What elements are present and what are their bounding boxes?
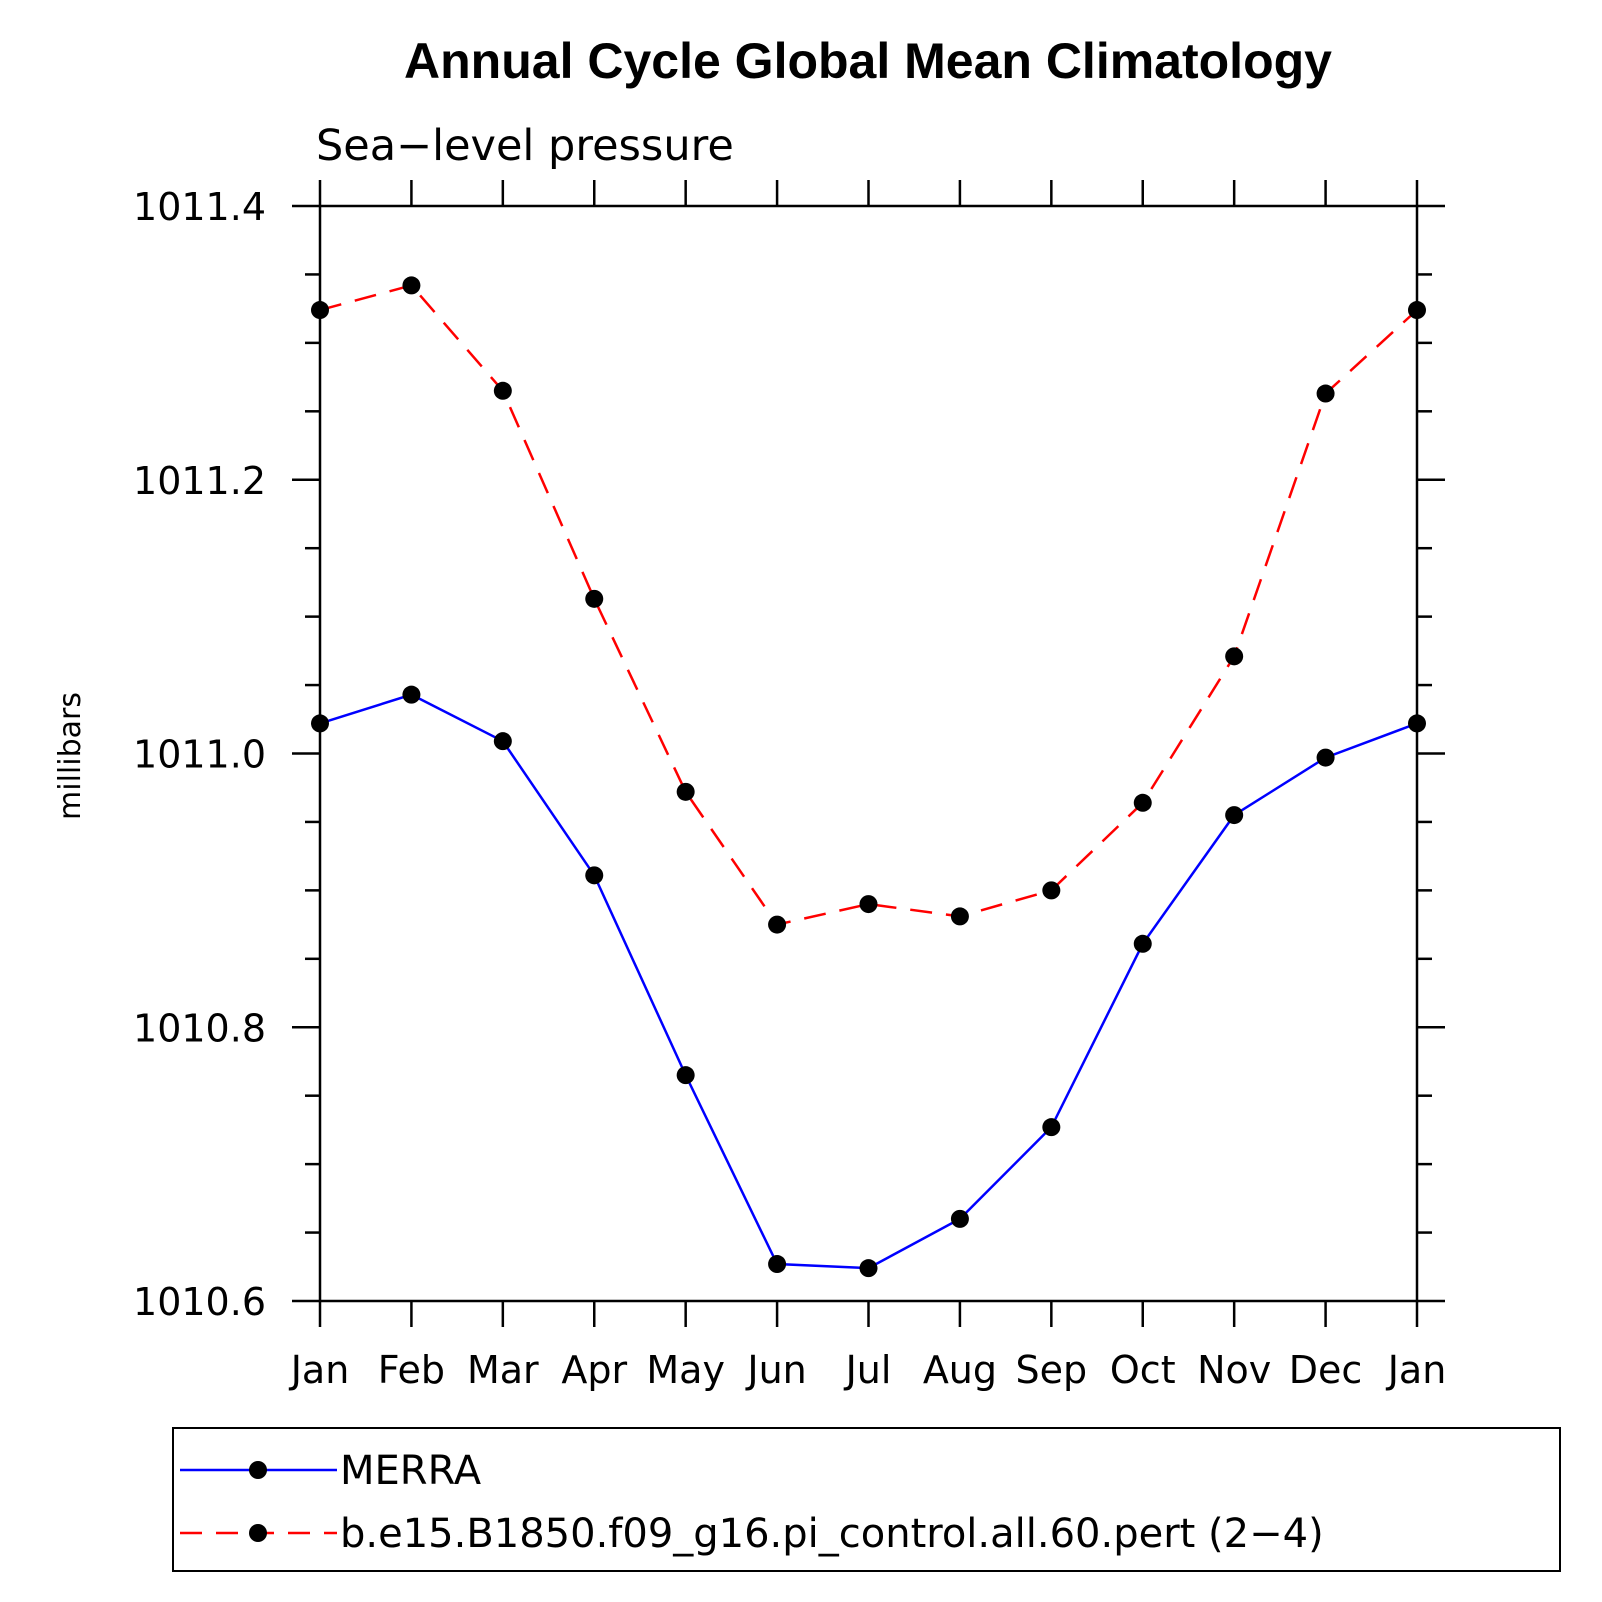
y-axis-label: millibars xyxy=(53,692,88,820)
x-tick-label: Dec xyxy=(1289,1348,1363,1392)
y-tick-label: 1010.6 xyxy=(133,1280,266,1324)
series-1 xyxy=(311,685,1426,1278)
data-point xyxy=(859,895,878,914)
data-point xyxy=(1133,793,1152,812)
data-point xyxy=(1042,881,1061,900)
series-2 xyxy=(311,276,1426,934)
data-point xyxy=(859,1259,878,1278)
data-point xyxy=(676,1066,695,1085)
x-tick-label: Aug xyxy=(923,1348,997,1392)
x-tick-label: Oct xyxy=(1110,1348,1176,1392)
data-point xyxy=(676,782,695,801)
series-layer xyxy=(311,276,1426,1278)
data-point xyxy=(950,1209,969,1228)
x-tick-label: Feb xyxy=(378,1348,445,1392)
data-point xyxy=(311,714,329,733)
x-tick-label: Jul xyxy=(844,1348,892,1392)
x-tick-label: Apr xyxy=(561,1348,627,1392)
data-point xyxy=(1225,806,1244,825)
x-tick-label: Sep xyxy=(1016,1348,1088,1392)
y-tick-label: 1011.4 xyxy=(133,185,266,229)
x-tick-label: May xyxy=(646,1348,725,1392)
legend: MERRA b.e15.B1850.f09_g16.pi_control.all.… xyxy=(172,1427,1561,1572)
data-point xyxy=(768,915,787,934)
data-point xyxy=(1316,384,1335,403)
y-tick-label: 1011.0 xyxy=(133,733,266,777)
plot-axes: Jan Feb Mar Apr May Jun Jul Aug Sep Oct Nov Dec Jan 1… xyxy=(133,180,1446,1392)
plot-frame xyxy=(318,204,1419,1303)
data-point xyxy=(1133,934,1152,953)
data-point xyxy=(402,685,421,704)
y-tick-label: 1011.2 xyxy=(133,459,266,503)
data-point xyxy=(585,866,604,885)
y-tick-label: 1010.8 xyxy=(133,1006,266,1050)
data-point xyxy=(311,301,329,320)
legend-label: MERRA xyxy=(340,1448,482,1494)
x-tick-label: Jan xyxy=(289,1348,350,1392)
legend-box xyxy=(172,1427,1561,1572)
data-point xyxy=(493,381,512,400)
data-point xyxy=(1408,301,1426,320)
data-point xyxy=(768,1255,787,1274)
data-point xyxy=(950,907,969,926)
series-line xyxy=(319,283,1418,926)
legend-marker xyxy=(249,1524,267,1542)
data-point xyxy=(1225,647,1244,666)
data-point xyxy=(1408,714,1426,733)
data-point xyxy=(493,732,512,751)
data-point xyxy=(585,589,604,608)
legend-marker xyxy=(249,1461,267,1479)
data-point xyxy=(402,276,421,295)
x-tick-label: Jan xyxy=(1386,1348,1447,1392)
data-point xyxy=(1316,748,1335,767)
data-point xyxy=(1042,1118,1061,1137)
chart-subtitle: Sea−level pressure xyxy=(316,121,734,171)
x-tick-label: Nov xyxy=(1197,1348,1271,1392)
series-line xyxy=(319,693,1418,1270)
legend-label: b.e15.B1850.f09_g16.pi_control.all.60.pe… xyxy=(340,1511,1324,1557)
x-tick-label: Jun xyxy=(745,1348,806,1392)
chart-title: Annual Cycle Global Mean Climatology xyxy=(404,33,1332,89)
x-tick-label: Mar xyxy=(467,1348,539,1392)
